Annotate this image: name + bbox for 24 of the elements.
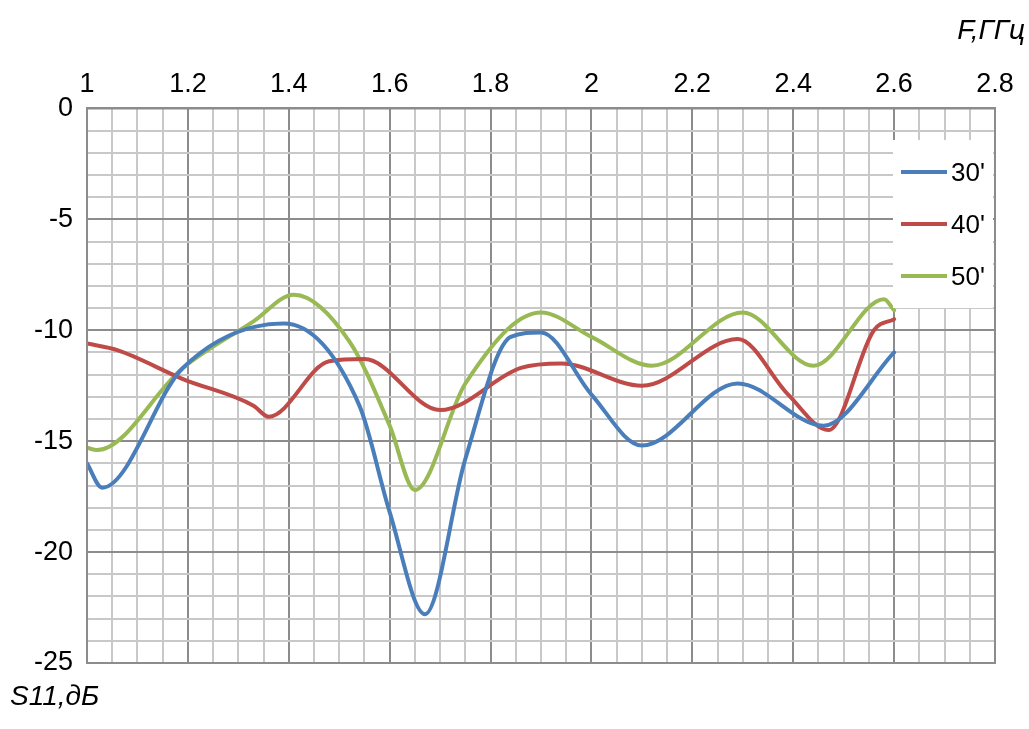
- y-axis-title: S11,дБ: [10, 680, 100, 712]
- x-tick-label: 2.6: [875, 67, 913, 98]
- x-tick-label: 1.8: [471, 67, 510, 98]
- x-tick-label: 1.6: [370, 67, 409, 98]
- y-tick-label: -15: [33, 424, 74, 455]
- line-series: [87, 292, 897, 492]
- line-series: [87, 317, 897, 433]
- legend-label: 50': [951, 260, 985, 292]
- y-tick-label: -10: [33, 313, 74, 344]
- x-axis-title: F,ГГц: [957, 14, 1025, 46]
- x-tick-label: 2: [583, 67, 599, 98]
- y-tick-label: -25: [33, 646, 74, 677]
- y-tick-label: -5: [49, 202, 74, 233]
- x-tick-label: 2.4: [774, 67, 812, 98]
- line-series: [87, 321, 897, 617]
- x-tick-label: 2.8: [976, 67, 1014, 98]
- x-tick-label: 1: [79, 67, 95, 98]
- legend-label: 30': [951, 156, 985, 188]
- legend-label: 40': [951, 208, 985, 240]
- x-tick-label: 2.2: [673, 67, 712, 98]
- y-tick-label: -20: [33, 535, 74, 566]
- x-tick-label: 1.4: [270, 67, 308, 98]
- x-tick-label: 1.2: [169, 67, 207, 98]
- y-tick-label: 0: [57, 91, 74, 122]
